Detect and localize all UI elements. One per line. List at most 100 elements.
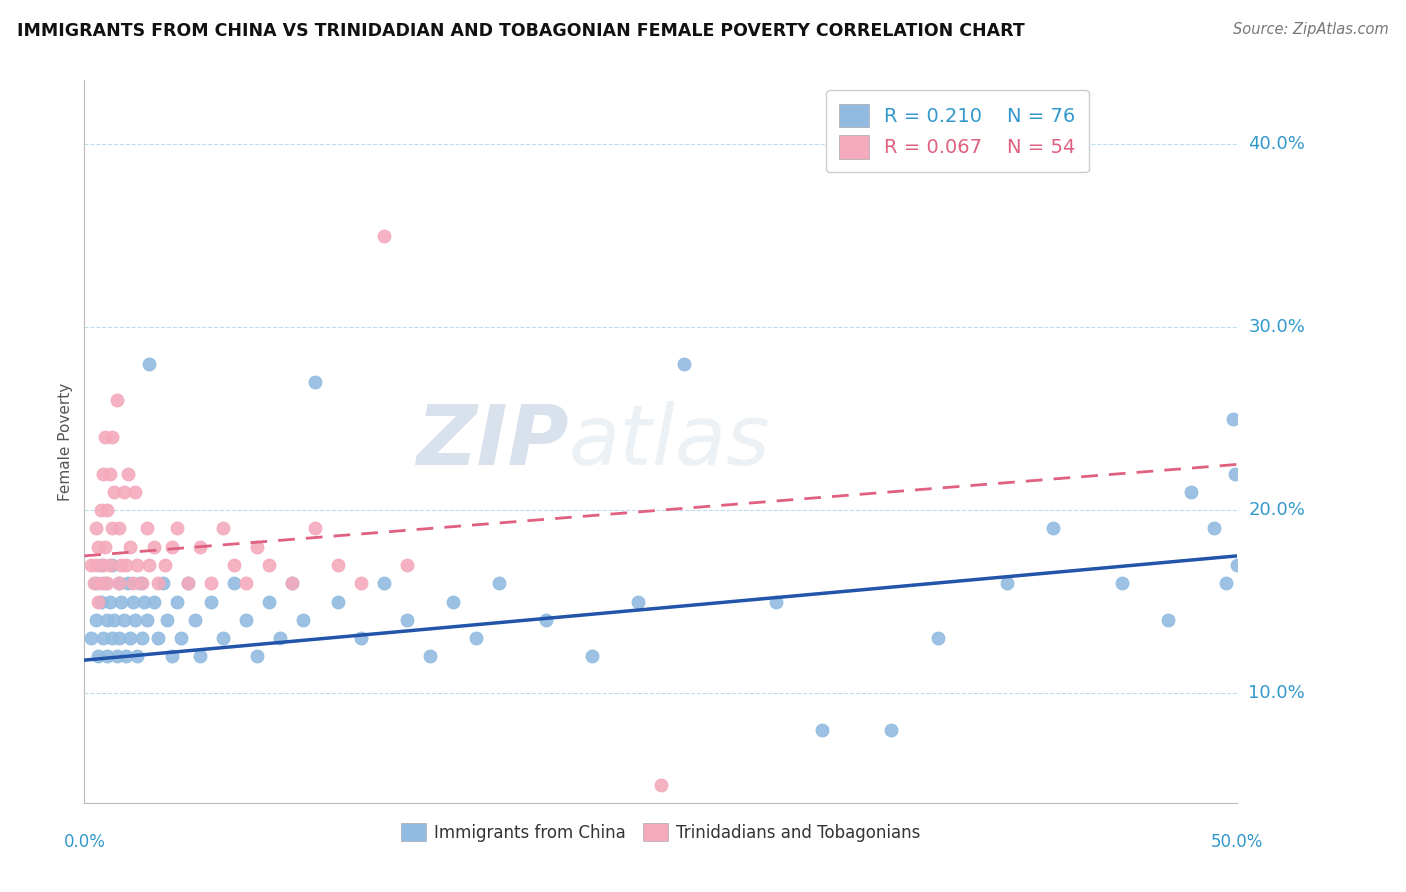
- Point: [188, 649, 211, 664]
- Legend: Immigrants from China, Trinidadians and Tobagonians: Immigrants from China, Trinidadians and …: [395, 817, 927, 848]
- Point: [927, 631, 949, 645]
- Point: [177, 576, 200, 591]
- Point: [1222, 411, 1244, 425]
- Text: atlas: atlas: [568, 401, 770, 482]
- Point: [103, 613, 125, 627]
- Point: [108, 576, 131, 591]
- Point: [396, 558, 419, 572]
- Point: [96, 576, 118, 591]
- Point: [880, 723, 903, 737]
- Point: [91, 558, 114, 572]
- Point: [89, 576, 111, 591]
- Point: [257, 558, 280, 572]
- Point: [188, 540, 211, 554]
- Point: [246, 540, 269, 554]
- Point: [211, 631, 233, 645]
- Point: [146, 576, 169, 591]
- Point: [121, 576, 143, 591]
- Point: [156, 613, 179, 627]
- Point: [134, 594, 156, 608]
- Point: [304, 375, 326, 389]
- Point: [120, 540, 142, 554]
- Point: [995, 576, 1018, 591]
- Point: [235, 576, 257, 591]
- Point: [281, 576, 304, 591]
- Point: [166, 594, 188, 608]
- Point: [80, 631, 103, 645]
- Point: [765, 594, 787, 608]
- Point: [304, 521, 326, 535]
- Point: [326, 558, 349, 572]
- Point: [108, 521, 131, 535]
- Point: [110, 594, 132, 608]
- Point: [115, 649, 138, 664]
- Text: 0.0%: 0.0%: [63, 833, 105, 851]
- Point: [281, 576, 304, 591]
- Point: [89, 503, 111, 517]
- Point: [110, 558, 132, 572]
- Point: [83, 576, 105, 591]
- Point: [108, 631, 131, 645]
- Point: [235, 613, 257, 627]
- Point: [419, 649, 441, 664]
- Point: [108, 576, 131, 591]
- Point: [91, 467, 114, 481]
- Point: [292, 613, 315, 627]
- Point: [200, 594, 222, 608]
- Point: [166, 521, 188, 535]
- Text: ZIP: ZIP: [416, 401, 568, 482]
- Point: [87, 594, 110, 608]
- Point: [224, 576, 246, 591]
- Point: [672, 357, 695, 371]
- Point: [127, 558, 149, 572]
- Point: [87, 649, 110, 664]
- Point: [152, 576, 174, 591]
- Point: [170, 631, 193, 645]
- Text: 20.0%: 20.0%: [1249, 501, 1305, 519]
- Point: [1215, 576, 1237, 591]
- Point: [103, 484, 125, 499]
- Point: [138, 357, 160, 371]
- Point: [128, 576, 150, 591]
- Point: [419, 814, 441, 829]
- Point: [138, 558, 160, 572]
- Point: [120, 631, 142, 645]
- Text: IMMIGRANTS FROM CHINA VS TRINIDADIAN AND TOBAGONIAN FEMALE POVERTY CORRELATION C: IMMIGRANTS FROM CHINA VS TRINIDADIAN AND…: [17, 22, 1025, 40]
- Point: [650, 777, 672, 791]
- Text: 50.0%: 50.0%: [1211, 833, 1264, 851]
- Point: [124, 613, 146, 627]
- Point: [153, 558, 176, 572]
- Point: [534, 613, 557, 627]
- Point: [160, 540, 183, 554]
- Point: [112, 613, 135, 627]
- Text: 40.0%: 40.0%: [1249, 136, 1305, 153]
- Point: [127, 649, 149, 664]
- Point: [98, 558, 121, 572]
- Point: [1223, 467, 1246, 481]
- Point: [124, 484, 146, 499]
- Point: [98, 467, 121, 481]
- Point: [89, 594, 111, 608]
- Point: [135, 613, 157, 627]
- Point: [396, 613, 419, 627]
- Point: [1204, 521, 1226, 535]
- Point: [373, 576, 395, 591]
- Point: [135, 521, 157, 535]
- Point: [1042, 521, 1064, 535]
- Point: [1111, 576, 1133, 591]
- Point: [87, 540, 110, 554]
- Point: [350, 576, 373, 591]
- Point: [84, 558, 107, 572]
- Point: [211, 521, 233, 535]
- Text: Source: ZipAtlas.com: Source: ZipAtlas.com: [1233, 22, 1389, 37]
- Point: [142, 594, 165, 608]
- Point: [84, 521, 107, 535]
- Y-axis label: Female Poverty: Female Poverty: [58, 383, 73, 500]
- Point: [96, 649, 118, 664]
- Point: [581, 649, 603, 664]
- Point: [80, 558, 103, 572]
- Point: [115, 558, 138, 572]
- Point: [246, 649, 269, 664]
- Point: [184, 613, 207, 627]
- Point: [121, 594, 143, 608]
